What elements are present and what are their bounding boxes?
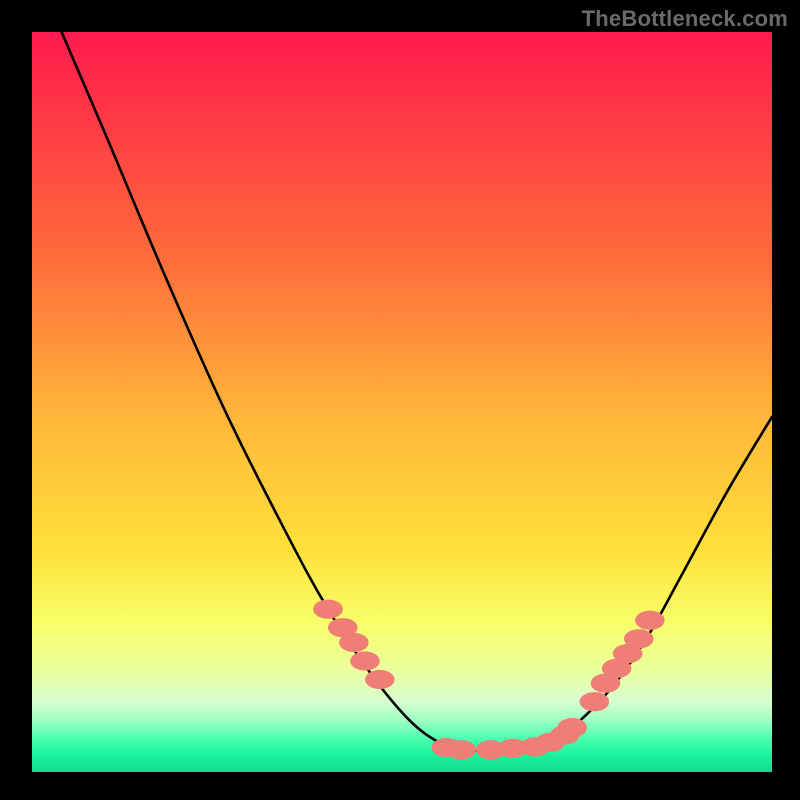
curve-layer [32,32,772,772]
marker-point [624,629,654,648]
marker-point [365,670,395,689]
marker-point [339,633,369,652]
marker-group [313,600,665,760]
chart-stage: TheBottleneck.com [0,0,800,800]
marker-point [313,600,343,619]
watermark-text: TheBottleneck.com [582,6,788,32]
marker-point [350,651,380,670]
marker-point [446,740,476,759]
marker-point [557,718,587,737]
marker-point [580,692,610,711]
plot-area [32,32,772,772]
bottleneck-curve [62,32,772,750]
marker-point [635,611,665,630]
